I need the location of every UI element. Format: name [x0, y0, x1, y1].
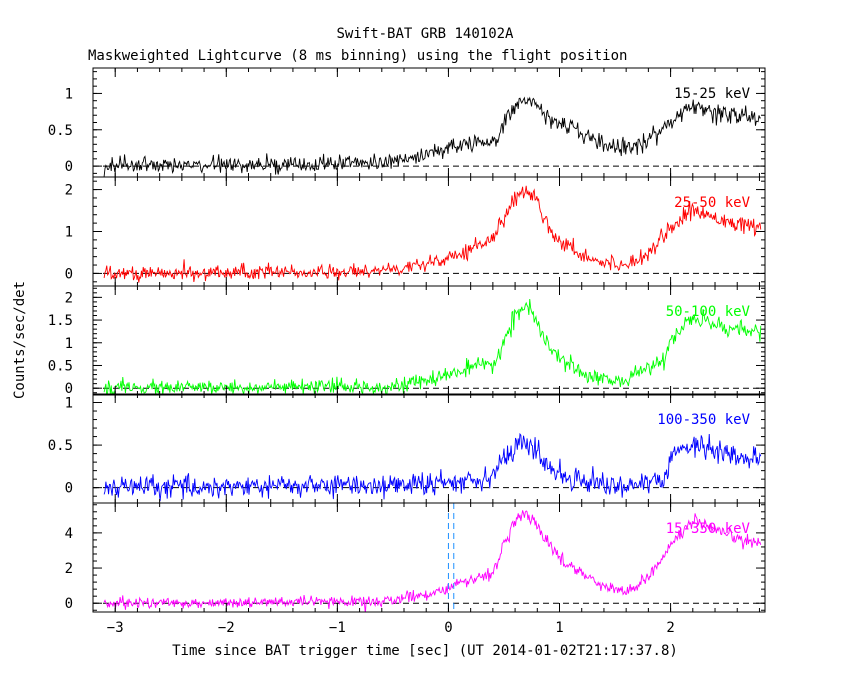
y-tick-label: 0 [65, 596, 73, 612]
x-tick-label: −3 [107, 620, 124, 636]
y-tick-label: 2 [65, 183, 73, 199]
y-tick-label: 1.5 [48, 313, 73, 329]
band-label: 25-50 keV [674, 195, 750, 211]
panel-frame [92, 502, 766, 613]
panel-2: 25-50 keV 0 1 2 [65, 176, 766, 287]
y-tick-label: 0 [65, 266, 73, 282]
y-tick-label: 1 [65, 225, 73, 241]
band-label: 50-100 keV [666, 304, 751, 320]
x-tick-label: 1 [555, 620, 563, 636]
series-line-1 [103, 96, 761, 177]
y-tick-label: 0 [65, 481, 73, 497]
chart-title: Swift-BAT GRB 140102A [336, 26, 514, 42]
panel-frame [92, 285, 766, 396]
y-tick-label: 1 [65, 86, 73, 102]
band-label: 100-350 keV [657, 412, 750, 428]
y-tick-label: 2 [65, 290, 73, 306]
x-tick-label: 2 [666, 620, 674, 636]
y-tick-label: 1 [65, 396, 73, 412]
x-tick-label: −2 [218, 620, 235, 636]
y-tick-label: 0 [65, 159, 73, 175]
panel-4: 100-350 keV 0 0.5 1 [48, 393, 766, 504]
series-line-4 [103, 432, 762, 502]
band-label: 15-25 keV [674, 86, 750, 102]
series-line-3 [103, 299, 762, 395]
y-tick-label: 0.5 [48, 438, 73, 454]
y-tick-label: 0 [65, 381, 73, 397]
y-tick-label: 0.5 [48, 123, 73, 139]
y-tick-label: 4 [65, 526, 73, 542]
x-axis-label: Time since BAT trigger time [sec] (UT 20… [172, 643, 678, 659]
panel-3: 50-100 keV 0 0.5 1 1.5 2 [48, 285, 766, 397]
chart-subtitle: Maskweighted Lightcurve (8 ms binning) u… [88, 48, 627, 64]
y-tick-label: 0.5 [48, 358, 73, 374]
y-axis-label: Counts/sec/det [12, 281, 28, 399]
series-line-5 [103, 510, 762, 612]
panel-1: 15-25 keV 0 0.5 1 [48, 67, 766, 178]
band-label: 15-350 keV [666, 521, 751, 537]
x-tick-label: −1 [329, 620, 346, 636]
panel-5: 15-350 keV 0 2 4 [65, 502, 766, 613]
x-tick-label: 0 [444, 620, 452, 636]
y-tick-label: 1 [65, 336, 73, 352]
series-line-2 [103, 185, 762, 283]
y-tick-label: 2 [65, 561, 73, 577]
